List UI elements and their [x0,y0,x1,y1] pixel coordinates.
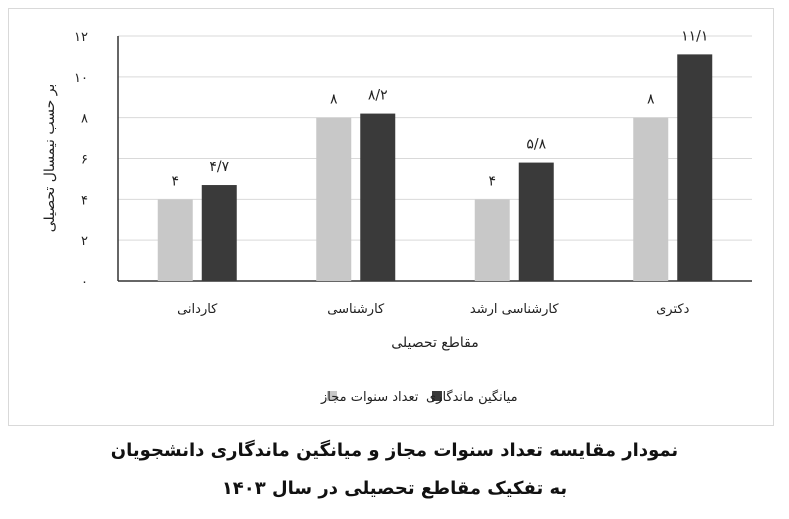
y-tick-label: ۴ [81,193,88,208]
bar-allowed [157,199,193,281]
data-label: ۴/۷ [209,159,229,175]
bar-avg [360,113,396,281]
bar-allowed [316,117,352,282]
legend-swatch [327,391,337,401]
x-tick-label: کارشناسی ارشد [470,302,559,317]
data-label: ۵/۸ [526,137,546,153]
y-tick-label: ۶ [81,153,88,168]
bar-chart: ۰ ۲ ۴ ۶ ۸ ۱۰ ۱۲ ۴ ۴/۷ کاردانی ۸ ۸/۲ کارشناسی ۴ ۵/۸ کارش… [42,28,752,405]
x-axis-title: مقاطع تحصیلی [391,335,479,351]
bar-avg [677,54,713,281]
x-tick-label: دکتری [656,302,689,317]
y-tick-label: ۱۰ [74,71,88,86]
y-tick-label: ۰ [81,275,88,290]
data-label: ۴ [488,173,496,189]
y-tick-label: ۸ [81,112,88,127]
y-tick-label: ۲ [81,234,88,249]
legend-swatch [432,391,442,401]
caption-line-2: به تفکیک مقاطع تحصیلی در سال ۱۴۰۳ [221,478,568,499]
data-label: ۱۱/۱ [681,28,708,44]
x-tick-label: کارشناسی [327,302,385,317]
bar-allowed [474,199,510,281]
legend-label: تعداد سنوات مجاز [320,390,419,405]
bar-avg [518,162,554,281]
data-label: ۸ [647,92,655,108]
x-tick-label: کاردانی [177,302,218,317]
data-label: ۸ [330,92,338,108]
data-label: ۸/۲ [368,88,388,104]
y-axis-title: بر حسب نیمسال تحصیلی [42,84,58,233]
bar-avg [201,185,237,281]
legend-label: میانگین ماندگاری [426,389,518,405]
bar-allowed [633,117,669,282]
chart-frame [8,8,774,426]
caption-line-1: نمودار مقایسه تعداد سنوات مجاز و میانگین… [110,440,679,461]
y-tick-label: ۱۲ [74,30,88,45]
data-label: ۴ [171,173,179,189]
